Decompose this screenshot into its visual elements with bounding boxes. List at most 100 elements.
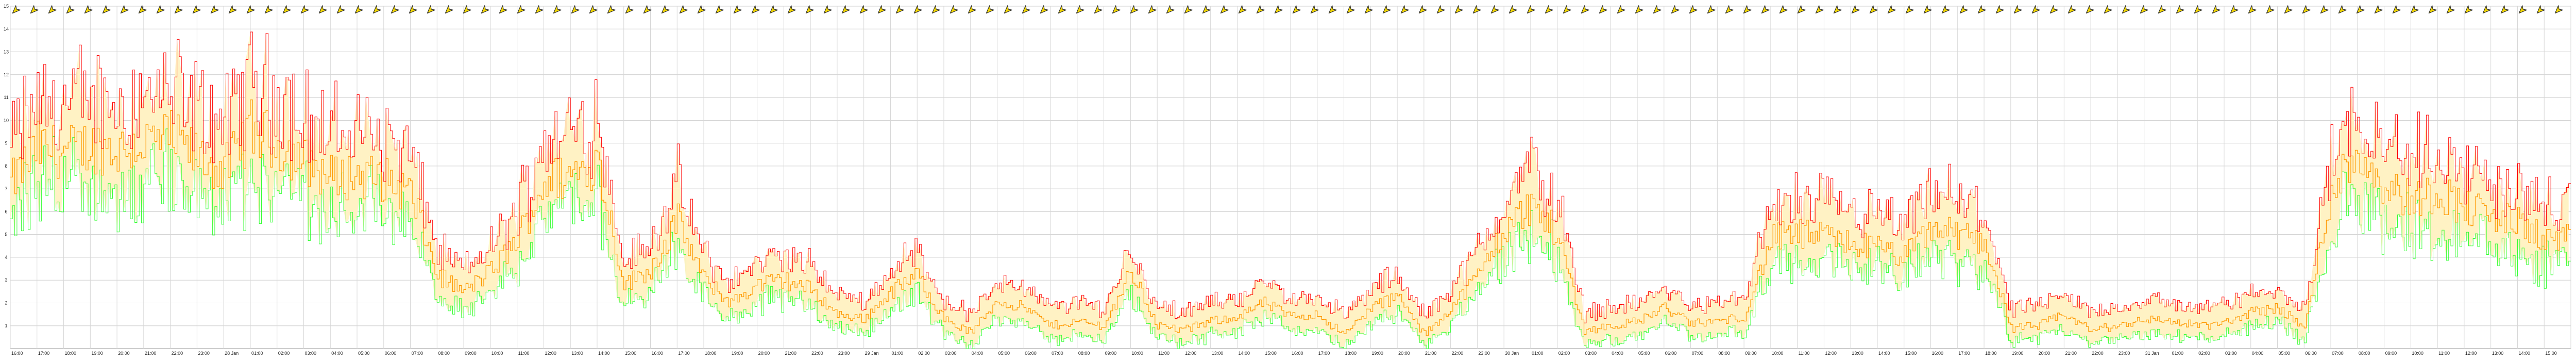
- wind-direction-arrow-icon: [66, 5, 75, 14]
- x-tick-label: 12:00: [1185, 351, 1197, 356]
- x-tick-label: 16:00: [1292, 351, 1303, 356]
- wind-direction-arrow-icon: [1509, 5, 1517, 14]
- wind-direction-arrow-icon: [1923, 5, 1932, 14]
- wind-direction-arrow-icon: [1653, 5, 1662, 14]
- wind-direction-arrow-icon: [1905, 5, 1914, 14]
- wind-direction-arrow-icon: [913, 5, 922, 14]
- wind-direction-arrow-icon: [859, 5, 868, 14]
- wind-direction-arrow-icon: [2464, 5, 2473, 14]
- x-tick-label: 15:00: [625, 351, 637, 356]
- x-tick-label: 09:00: [1105, 351, 1117, 356]
- x-tick-label: 05:00: [1638, 351, 1650, 356]
- y-tick-label: 15: [4, 4, 9, 9]
- x-tick-label: 08:00: [1718, 351, 1730, 356]
- wind-direction-arrow-icon: [1328, 5, 1337, 14]
- wind-direction-arrow-icon: [1436, 5, 1445, 14]
- x-tick-label: 11:00: [1158, 351, 1170, 356]
- wind-direction-arrow-icon: [336, 5, 345, 14]
- wind-direction-arrow-icon: [1004, 5, 1012, 14]
- wind-direction-arrow-icon: [1058, 5, 1066, 14]
- wind-direction-arrow-icon: [210, 5, 219, 14]
- y-tick-label: 2: [5, 300, 7, 305]
- wind-direction-arrow-icon: [643, 5, 652, 14]
- wind-direction-arrow-icon: [409, 5, 417, 14]
- x-tick-label: 04:00: [2252, 351, 2264, 356]
- x-tick-label: 11:00: [518, 351, 530, 356]
- wind-direction-arrow-icon: [1076, 5, 1084, 14]
- x-tick-label: 17:00: [678, 351, 690, 356]
- x-tick-label: 06:00: [385, 351, 397, 356]
- wind-direction-arrow-icon: [48, 5, 57, 14]
- wind-direction-arrow-icon: [2031, 5, 2040, 14]
- wind-direction-arrow-icon: [1040, 5, 1048, 14]
- x-tick-label: 09:00: [2385, 351, 2397, 356]
- wind-direction-arrow-icon: [733, 5, 742, 14]
- x-tick-label: 14:00: [2518, 351, 2530, 356]
- wind-direction-arrow-icon: [264, 5, 273, 14]
- wind-direction-arrow-icon: [499, 5, 507, 14]
- wind-direction-arrow-icon: [2086, 5, 2094, 14]
- x-tick-label: 10:00: [1131, 351, 1143, 356]
- wind-direction-arrow-icon: [12, 5, 21, 14]
- y-tick-label: 12: [4, 72, 9, 77]
- wind-direction-arrow-icon: [2320, 5, 2329, 14]
- x-tick-label: 03:00: [1585, 351, 1597, 356]
- x-tick-label: 07:00: [412, 351, 423, 356]
- wind-direction-arrow-icon: [427, 5, 435, 14]
- x-tick-label: 15:00: [1905, 351, 1917, 356]
- x-tick-label: 15:00: [1265, 351, 1277, 356]
- x-tick-label: 20:00: [1398, 351, 1410, 356]
- x-tick-label: 10:00: [1772, 351, 1784, 356]
- x-tick-label: 04:00: [1612, 351, 1623, 356]
- wind-direction-arrow-icon: [192, 5, 201, 14]
- wind-direction-arrow-icon: [841, 5, 850, 14]
- wind-direction-arrow-icon: [156, 5, 165, 14]
- wind-direction-arrow-icon: [1779, 5, 1788, 14]
- y-tick-label: 14: [4, 26, 9, 31]
- x-tick-label: 12:00: [2465, 351, 2477, 356]
- x-tick-label: 01:00: [891, 351, 903, 356]
- wind-direction-arrow-icon: [1094, 5, 1103, 14]
- wind-direction-arrow-icon: [1202, 5, 1211, 14]
- y-tick-label: 6: [5, 209, 7, 214]
- x-tick-label: 03:00: [2225, 351, 2237, 356]
- wind-direction-arrow-icon: [1707, 5, 1716, 14]
- x-tick-label: 05:00: [358, 351, 370, 356]
- wind-direction-arrow-icon: [2482, 5, 2491, 14]
- wind-direction-arrow-icon: [1635, 5, 1643, 14]
- x-tick-label: 14:00: [598, 351, 610, 356]
- x-tick-label: 18:00: [1985, 351, 1997, 356]
- y-tick-label: 13: [4, 50, 9, 55]
- x-tick-label: 08:00: [1078, 351, 1090, 356]
- wind-direction-arrow-icon: [986, 5, 994, 14]
- x-tick-label: 22:00: [2092, 351, 2104, 356]
- x-tick-label: 08:00: [438, 351, 450, 356]
- wind-direction-arrow-icon: [1869, 5, 1878, 14]
- wind-direction-arrow-icon: [607, 5, 616, 14]
- wind-direction-arrow-icon: [1743, 5, 1752, 14]
- wind-direction-arrow-icon: [30, 5, 39, 14]
- x-tick-label: 05:00: [998, 351, 1010, 356]
- wind-direction-arrow-icon: [1599, 5, 1607, 14]
- x-tick-label: 02:00: [1558, 351, 1570, 356]
- x-tick-label: 20:00: [758, 351, 770, 356]
- x-tick-label: 20:00: [118, 351, 130, 356]
- x-tick-label: 22:00: [811, 351, 823, 356]
- wind-direction-arrow-icon: [1545, 5, 1553, 14]
- wind-direction-arrow-icon: [2049, 5, 2058, 14]
- wind-direction-arrow-icon: [1454, 5, 1463, 14]
- wind-direction-arrow-icon: [625, 5, 634, 14]
- wind-direction-arrow-icon: [1797, 5, 1806, 14]
- wind-direction-arrow-icon: [1472, 5, 1481, 14]
- wind-direction-arrow-icon: [1617, 5, 1625, 14]
- x-tick-label: 23:00: [1478, 351, 1490, 356]
- x-tick-label: 02:00: [2198, 351, 2210, 356]
- x-tick-label: 21:00: [785, 351, 796, 356]
- wind-direction-arrow-icon: [138, 5, 147, 14]
- wind-direction-arrow-icon: [535, 5, 544, 14]
- wind-direction-arrow-icon: [481, 5, 489, 14]
- series-layer: [10, 31, 2571, 349]
- wind-direction-arrow-icon: [2140, 5, 2148, 14]
- wind-direction-arrow-icon: [174, 5, 183, 14]
